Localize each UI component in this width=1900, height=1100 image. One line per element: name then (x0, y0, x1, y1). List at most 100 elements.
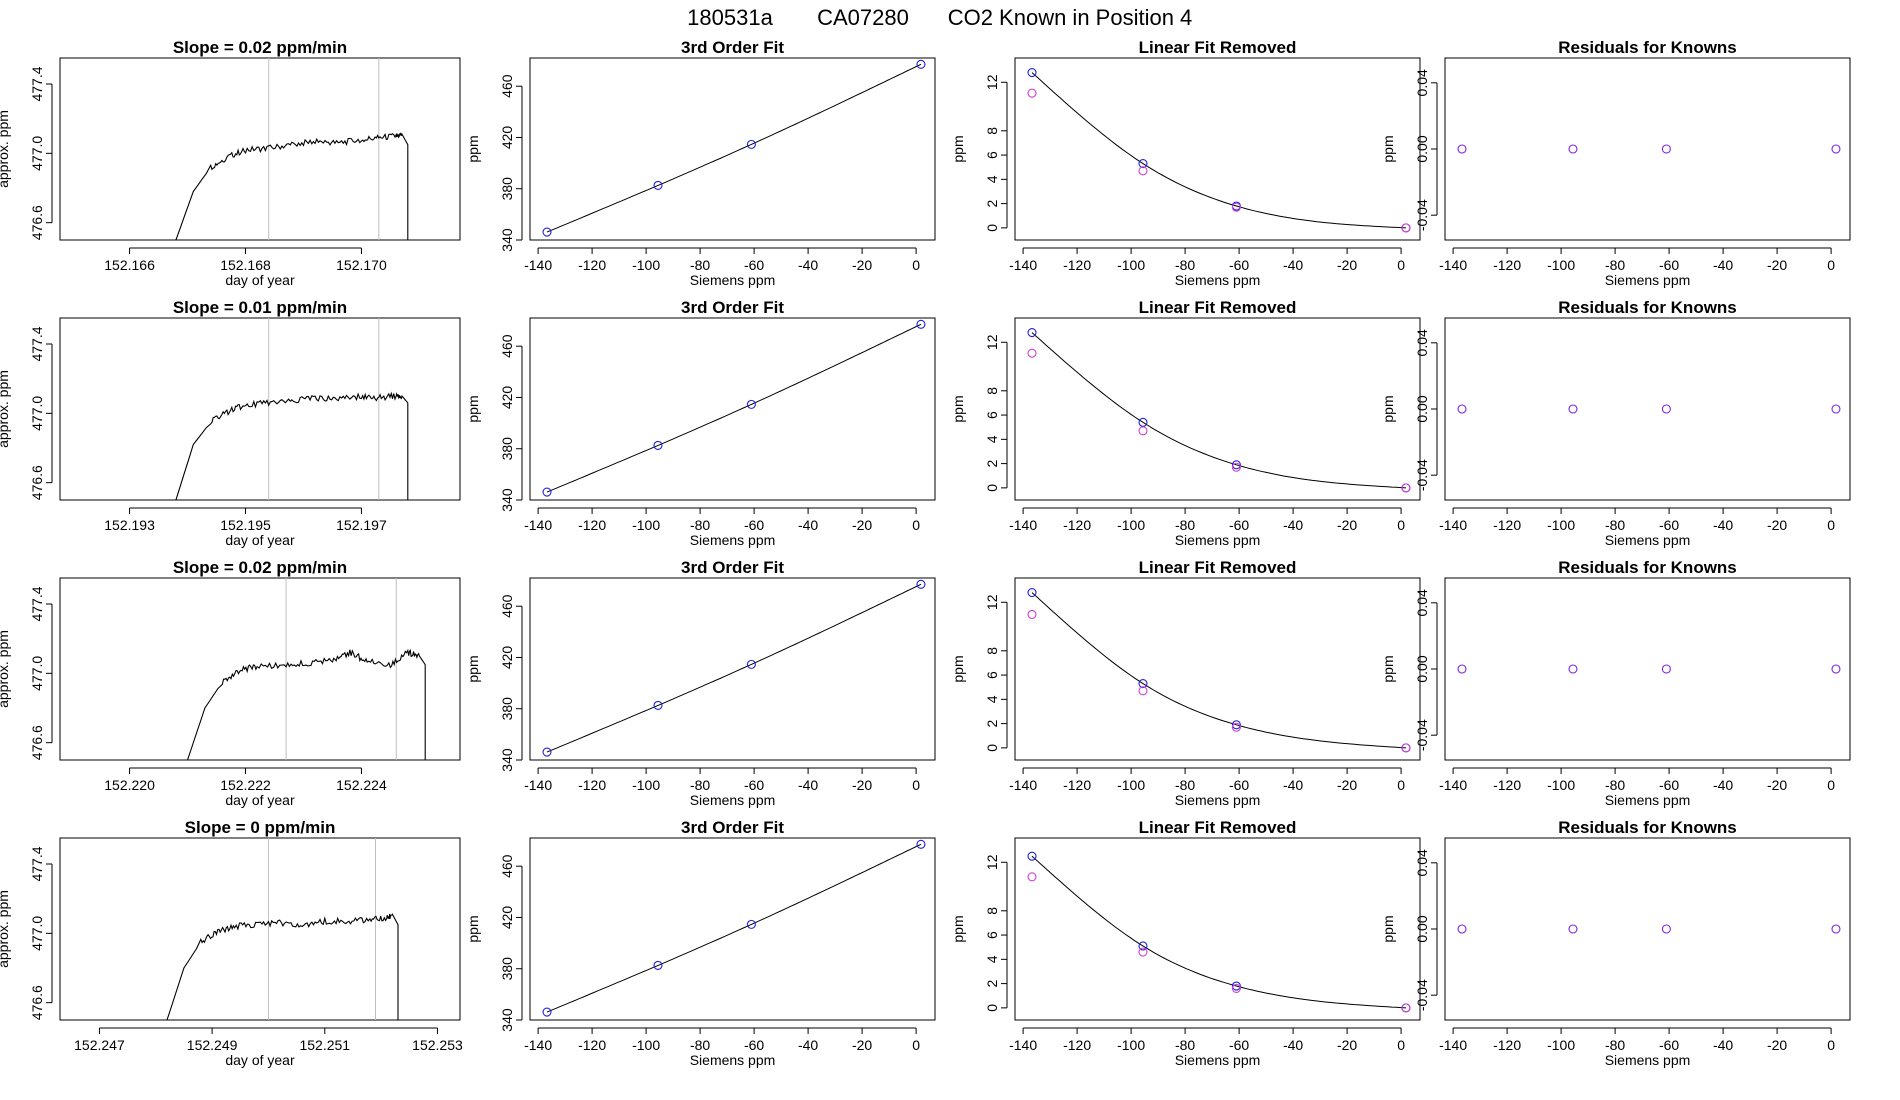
y-tick-label: 340 (499, 1008, 515, 1032)
data-point-magenta (1401, 223, 1411, 233)
x-tick-label: -120 (1493, 257, 1521, 273)
y-axis-label: ppm (1380, 915, 1396, 942)
y-tick-label: 4 (984, 175, 1000, 183)
x-tick-label: -100 (632, 777, 660, 793)
x-tick-label: 152.168 (220, 257, 271, 273)
y-tick-label: 6 (984, 411, 1000, 419)
y-tick-label: 477.0 (29, 916, 45, 951)
data-point-magenta (1401, 483, 1411, 493)
plot-area (166, 838, 399, 1020)
x-tick-label: -40 (1713, 257, 1733, 273)
y-tick-label: 0 (984, 1004, 1000, 1012)
x-tick-label: -100 (1547, 517, 1575, 533)
fit-curve (546, 63, 922, 233)
plot-frame (529, 57, 936, 241)
y-tick-label: 2 (984, 979, 1000, 987)
panel-title: Residuals for Knowns (1558, 298, 1737, 317)
y-tick-label: 0.00 (1414, 915, 1430, 942)
x-tick-label: -100 (1117, 1037, 1145, 1053)
x-tick-label: -120 (1063, 517, 1091, 533)
y-tick-label: 420 (499, 646, 515, 670)
data-point (1568, 924, 1578, 934)
y-tick-label: 476.6 (29, 465, 45, 500)
plot-frame (1014, 577, 1421, 761)
x-axis-label: Siemens ppm (690, 272, 776, 288)
panel-title: Slope = 0.02 ppm/min (173, 558, 347, 577)
x-tick-label: -140 (1439, 517, 1467, 533)
plot-area (1031, 592, 1407, 749)
panel-r4-c4: Residuals for Knowns -140 -120 -100 -80 -60 -4… (1380, 818, 1851, 1068)
x-tick-label: -140 (524, 1037, 552, 1053)
x-tick-label: -140 (524, 257, 552, 273)
data-point-blue (1027, 588, 1037, 598)
x-tick-label: -20 (1337, 1037, 1357, 1053)
x-tick-label: -80 (1175, 257, 1195, 273)
x-tick-label: -60 (1659, 1037, 1679, 1053)
x-axis-label: Siemens ppm (1175, 532, 1261, 548)
page-title: 180531a CA07280 CO2 Known in Position 4 (687, 5, 1192, 30)
x-axis-label: Siemens ppm (1605, 532, 1691, 548)
plot-frame (59, 57, 461, 241)
x-tick-label: -120 (578, 777, 606, 793)
x-tick-label: -120 (578, 257, 606, 273)
x-tick-label: 152.193 (104, 517, 155, 533)
x-tick-label: -100 (1117, 257, 1145, 273)
x-tick-label: -20 (852, 777, 872, 793)
y-tick-label: 477.0 (29, 136, 45, 171)
y-tick-label: 0.00 (1414, 135, 1430, 162)
panels: Slope = 0.02 ppm/min 152.166 152.168 152.17… (0, 38, 1851, 1068)
data-point-magenta (1401, 743, 1411, 753)
y-tick-label: 0.04 (1414, 849, 1430, 876)
y-tick-label: 476.6 (29, 725, 45, 760)
y-tick-label: 420 (499, 906, 515, 930)
panel-title: 3rd Order Fit (681, 818, 784, 837)
x-tick-label: 0 (912, 777, 920, 793)
fit-curve (546, 843, 922, 1013)
x-tick-label: 152.249 (187, 1037, 238, 1053)
data-point-magenta (1027, 348, 1037, 358)
plot-frame (1014, 837, 1421, 1021)
concentration-trace (186, 648, 426, 760)
y-axis-label: approx. ppm (0, 370, 11, 448)
x-tick-label: 152.170 (336, 257, 387, 273)
x-tick-label: 0 (912, 257, 920, 273)
y-tick-label: 477.4 (29, 586, 45, 621)
y-tick-label: 0 (984, 484, 1000, 492)
x-tick-label: -140 (1439, 257, 1467, 273)
x-tick-label: -60 (1659, 777, 1679, 793)
plot-frame (59, 837, 461, 1021)
y-axis-label: ppm (950, 135, 966, 162)
x-tick-label: -140 (1009, 777, 1037, 793)
panel-r4-c2: 3rd Order Fit -140 -120 -100 -80 -60 -40 -20 0 Si… (465, 818, 936, 1068)
x-tick-label: -120 (1493, 517, 1521, 533)
x-tick-label: -80 (690, 777, 710, 793)
x-tick-label: -60 (1229, 517, 1249, 533)
x-axis-label: Siemens ppm (1605, 272, 1691, 288)
x-tick-label: 0 (1827, 517, 1835, 533)
y-tick-label: -0.04 (1414, 199, 1430, 231)
x-axis-label: Siemens ppm (1175, 792, 1261, 808)
x-axis-label: day of year (225, 272, 295, 288)
x-tick-label: -100 (1547, 777, 1575, 793)
data-point (916, 839, 926, 849)
x-axis-label: Siemens ppm (1605, 792, 1691, 808)
data-point (746, 919, 756, 929)
panel-r2-c4: Residuals for Knowns -140 -120 -100 -80 -60 -4… (1380, 298, 1851, 548)
panel-r3-c4: Residuals for Knowns -140 -120 -100 -80 -60 -4… (1380, 558, 1851, 808)
run-id: 180531a (687, 5, 773, 30)
x-tick-label: -60 (744, 517, 764, 533)
x-tick-label: -140 (1009, 517, 1037, 533)
fit-curve (546, 583, 922, 753)
plot-area (546, 583, 922, 753)
data-point (653, 960, 663, 970)
y-tick-label: 460 (499, 594, 515, 618)
data-point (1831, 404, 1841, 414)
x-tick-label: -60 (1229, 1037, 1249, 1053)
plot-frame (1444, 837, 1851, 1021)
x-tick-label: 152.220 (104, 777, 155, 793)
x-axis-label: day of year (225, 532, 295, 548)
x-tick-label: -60 (1659, 257, 1679, 273)
data-point (542, 227, 552, 237)
y-tick-label: 4 (984, 955, 1000, 963)
